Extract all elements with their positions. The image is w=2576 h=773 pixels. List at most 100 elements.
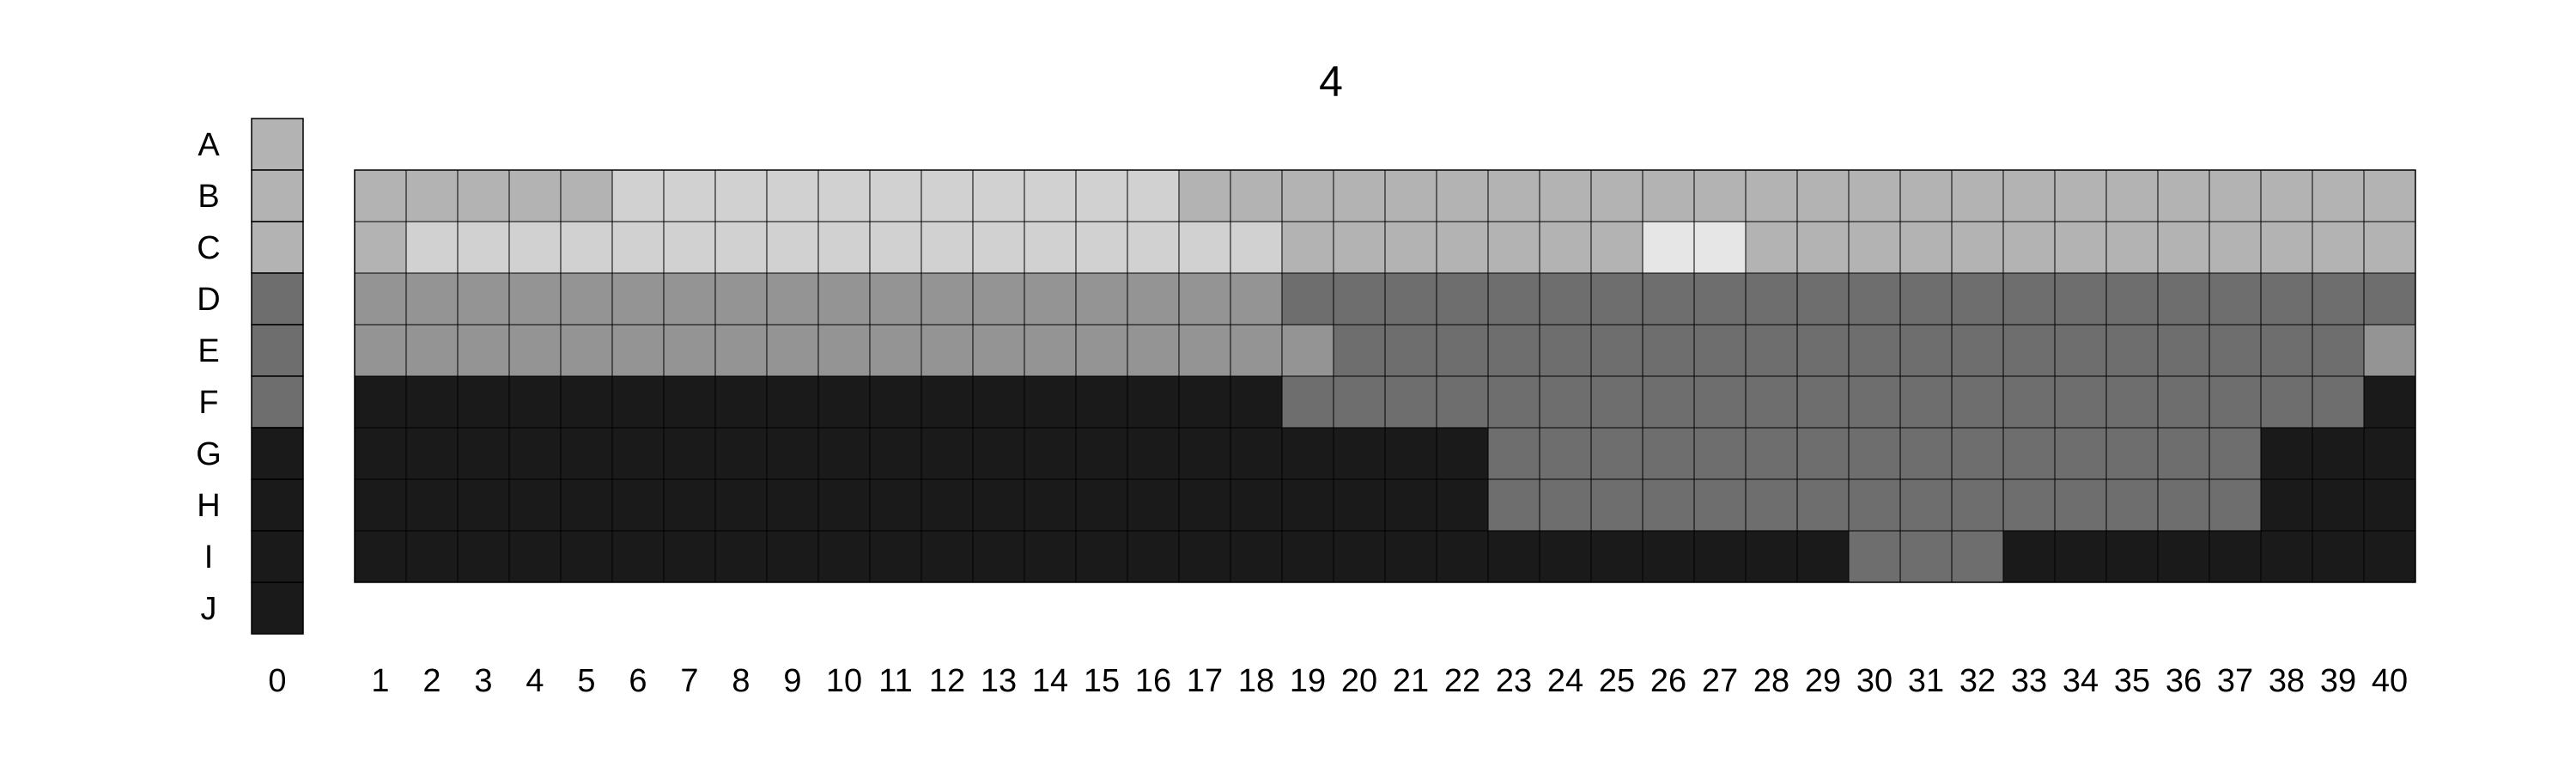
cell-g-13 <box>972 427 1025 480</box>
cell-b-33 <box>2002 169 2056 222</box>
cell-g-25 <box>1590 427 1643 480</box>
cell-h-34 <box>2054 478 2107 532</box>
cell-g-1 <box>354 427 407 480</box>
cell-i-7 <box>663 530 716 583</box>
cell-h-18 <box>1230 478 1283 532</box>
cell-d-9 <box>766 272 819 326</box>
cell-i-3 <box>457 530 510 583</box>
column-label-36: 36 <box>2166 663 2202 699</box>
cell-h-5 <box>560 478 613 532</box>
cell-h-12 <box>920 478 974 532</box>
cell-i-4 <box>508 530 562 583</box>
cell-c-1 <box>354 221 407 274</box>
column-label-8: 8 <box>732 663 750 699</box>
cell-i-35 <box>2105 530 2159 583</box>
cell-b-39 <box>2312 169 2365 222</box>
grid-border <box>354 169 2416 583</box>
ref-cell-h <box>251 478 304 532</box>
cell-b-6 <box>611 169 665 222</box>
cell-g-23 <box>1487 427 1540 480</box>
cell-b-20 <box>1333 169 1386 222</box>
cell-d-25 <box>1590 272 1643 326</box>
cell-e-5 <box>560 324 613 377</box>
cell-g-37 <box>2208 427 2262 480</box>
cell-e-4 <box>508 324 562 377</box>
cell-i-1 <box>354 530 407 583</box>
cell-c-5 <box>560 221 613 274</box>
cell-i-25 <box>1590 530 1643 583</box>
cell-h-19 <box>1281 478 1334 532</box>
cell-e-36 <box>2157 324 2210 377</box>
cell-i-40 <box>2363 530 2416 583</box>
cell-g-33 <box>2002 427 2056 480</box>
column-label-1: 1 <box>371 663 389 699</box>
column-label-23: 23 <box>1496 663 1532 699</box>
cell-h-7 <box>663 478 716 532</box>
cell-b-38 <box>2260 169 2313 222</box>
column-label-38: 38 <box>2269 663 2305 699</box>
cell-b-8 <box>714 169 768 222</box>
cell-c-23 <box>1487 221 1540 274</box>
cell-h-13 <box>972 478 1025 532</box>
cell-e-1 <box>354 324 407 377</box>
cell-d-5 <box>560 272 613 326</box>
column-label-22: 22 <box>1444 663 1480 699</box>
diagram-title: 4 <box>1319 58 1343 106</box>
cell-f-12 <box>920 375 974 429</box>
column-label-27: 27 <box>1702 663 1738 699</box>
cell-h-11 <box>869 478 922 532</box>
cell-i-6 <box>611 530 665 583</box>
cell-c-3 <box>457 221 510 274</box>
cell-b-31 <box>1899 169 1953 222</box>
cell-i-17 <box>1178 530 1231 583</box>
cell-c-21 <box>1384 221 1437 274</box>
cell-h-9 <box>766 478 819 532</box>
column-label-12: 12 <box>929 663 965 699</box>
cell-g-15 <box>1075 427 1128 480</box>
cell-h-14 <box>1024 478 1077 532</box>
cell-b-11 <box>869 169 922 222</box>
cell-f-26 <box>1642 375 1695 429</box>
column-label-16: 16 <box>1135 663 1171 699</box>
cell-h-4 <box>508 478 562 532</box>
cell-f-2 <box>405 375 459 429</box>
cell-h-35 <box>2105 478 2159 532</box>
cell-g-14 <box>1024 427 1077 480</box>
cell-g-24 <box>1539 427 1592 480</box>
cell-c-37 <box>2208 221 2262 274</box>
column-label-6: 6 <box>629 663 647 699</box>
cell-i-12 <box>920 530 974 583</box>
cell-h-39 <box>2312 478 2365 532</box>
cell-g-39 <box>2312 427 2365 480</box>
cell-i-24 <box>1539 530 1592 583</box>
cell-d-28 <box>1745 272 1798 326</box>
cell-g-21 <box>1384 427 1437 480</box>
cell-c-14 <box>1024 221 1077 274</box>
cell-i-11 <box>869 530 922 583</box>
column-label-5: 5 <box>577 663 595 699</box>
cell-c-25 <box>1590 221 1643 274</box>
cell-d-6 <box>611 272 665 326</box>
cell-e-19 <box>1281 324 1334 377</box>
cell-c-39 <box>2312 221 2365 274</box>
cell-b-14 <box>1024 169 1077 222</box>
cell-i-14 <box>1024 530 1077 583</box>
cell-d-8 <box>714 272 768 326</box>
column-label-35: 35 <box>2114 663 2150 699</box>
column-label-21: 21 <box>1393 663 1429 699</box>
cell-i-28 <box>1745 530 1798 583</box>
cell-g-3 <box>457 427 510 480</box>
row-label-c: C <box>197 230 220 266</box>
cell-g-29 <box>1796 427 1850 480</box>
cell-i-39 <box>2312 530 2365 583</box>
ref-cell-b <box>251 169 304 222</box>
cell-c-12 <box>920 221 974 274</box>
cell-g-5 <box>560 427 613 480</box>
cell-g-11 <box>869 427 922 480</box>
cell-c-17 <box>1178 221 1231 274</box>
column-label-4: 4 <box>526 663 544 699</box>
column-label-40: 40 <box>2372 663 2408 699</box>
column-label-14: 14 <box>1032 663 1068 699</box>
cell-d-16 <box>1127 272 1180 326</box>
cell-g-6 <box>611 427 665 480</box>
